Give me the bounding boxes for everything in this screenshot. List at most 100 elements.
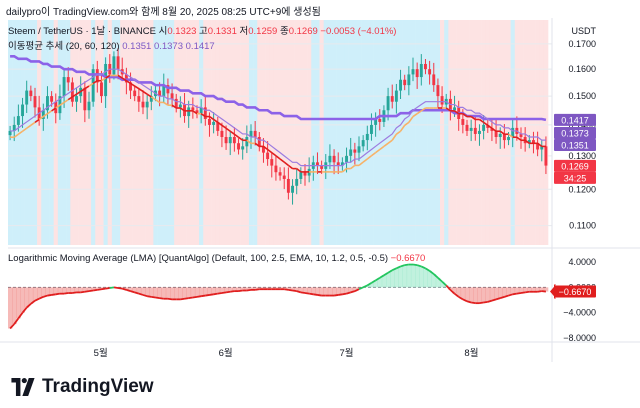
trend-zone xyxy=(327,20,333,245)
lma-line-segment xyxy=(433,273,439,279)
lma-bar xyxy=(78,287,84,293)
lma-bar xyxy=(460,287,466,300)
ma-short-segment xyxy=(233,133,240,138)
trend-zone xyxy=(153,20,158,245)
trend-zone xyxy=(456,20,462,245)
lma-line-segment xyxy=(300,291,306,294)
candle-body xyxy=(320,165,324,169)
lma-bar xyxy=(53,287,59,295)
lma-line-segment xyxy=(508,293,513,297)
lma-bar xyxy=(37,287,42,299)
trend-zone xyxy=(165,20,171,245)
lma-line-segment xyxy=(358,286,364,291)
ma-short-segment xyxy=(38,115,44,121)
ma-short-segment xyxy=(42,113,48,118)
lma-bar xyxy=(527,287,532,292)
trend-zone xyxy=(107,20,113,245)
candle-body xyxy=(411,69,415,75)
lma-line-segment xyxy=(379,274,385,279)
candle-body xyxy=(394,90,398,102)
trend-zone xyxy=(70,20,75,245)
lma-bar xyxy=(236,287,241,292)
trend-zone xyxy=(282,20,287,245)
lma-line-segment xyxy=(537,290,542,293)
lma-line-segment xyxy=(167,297,173,301)
lma-line-segment xyxy=(449,289,456,295)
lma-tick-label: 4.0000 xyxy=(568,257,596,267)
lma-bar xyxy=(70,287,75,294)
lma-bar xyxy=(253,287,258,290)
ma60-value: 0.1373 xyxy=(153,41,183,52)
candle-body xyxy=(162,85,166,97)
trend-zone xyxy=(99,20,104,245)
candle-body xyxy=(453,107,456,111)
candle-body xyxy=(527,140,531,144)
ma-short-segment xyxy=(524,139,530,144)
moving-averages xyxy=(10,55,547,173)
trend-zone xyxy=(199,20,204,245)
lma-bar xyxy=(140,287,146,295)
lma-bar xyxy=(32,287,38,301)
lma-line-segment xyxy=(63,292,69,295)
trend-zone xyxy=(298,20,304,245)
trend-zone xyxy=(53,20,59,245)
trend-zone xyxy=(336,20,341,245)
lma-line-segment xyxy=(26,303,32,309)
lma-bar xyxy=(120,287,125,289)
candle-body xyxy=(33,96,37,108)
lma-line-segment xyxy=(43,294,48,298)
trend-zone xyxy=(543,20,549,245)
trend-zone xyxy=(311,20,316,245)
lma-line-segment xyxy=(437,277,443,283)
lma-line-segment xyxy=(155,296,160,299)
lma-line-segment xyxy=(205,294,210,297)
lma-bar xyxy=(419,266,424,288)
trend-zone xyxy=(66,20,71,245)
symbol-label[interactable]: Steem / TetherUS · 1날 · BINANCE xyxy=(8,26,156,37)
date-tick-label: 5월 xyxy=(94,347,108,359)
candle-body xyxy=(187,107,191,117)
lma-line-segment xyxy=(375,277,381,282)
lma-line-segment xyxy=(38,296,44,300)
lma-bar xyxy=(20,287,25,313)
trend-zone xyxy=(140,20,146,245)
candle-body xyxy=(295,178,299,186)
lma-bar xyxy=(82,287,88,292)
candle-body xyxy=(75,96,78,102)
lma-bar xyxy=(332,287,337,296)
lma-bar xyxy=(41,287,46,297)
lma-bar xyxy=(448,287,453,290)
candle-body xyxy=(278,172,282,176)
candle-body xyxy=(390,96,394,102)
lma-bar xyxy=(215,287,221,294)
tradingview-brand[interactable]: TradingView xyxy=(8,376,154,398)
ma-short-segment xyxy=(121,77,127,82)
ma-short-segment xyxy=(470,115,476,121)
trend-zone xyxy=(352,20,358,245)
trend-zone xyxy=(302,20,308,245)
indicator-name[interactable]: Logarithmic Moving Average (LMA) [QuantA… xyxy=(8,253,389,264)
lma-line-segment xyxy=(117,287,123,290)
lma-bar xyxy=(28,287,34,304)
lma-line-segment xyxy=(209,293,214,296)
candle-body xyxy=(349,149,353,156)
lma-bar xyxy=(45,287,50,296)
ma-name[interactable]: 이동평균 추세 (20, 60, 120) xyxy=(8,41,120,52)
candle-body xyxy=(87,101,91,111)
ma-short-segment xyxy=(341,167,348,173)
lma-line-segment xyxy=(429,270,435,275)
ma-short-segment xyxy=(267,148,273,154)
price-tick-label: 0.1600 xyxy=(568,64,596,74)
trend-zone xyxy=(419,20,424,245)
candle-body xyxy=(345,155,348,163)
lma-bar xyxy=(352,287,358,292)
lma-line-segment xyxy=(499,295,505,299)
lma-bar xyxy=(12,287,17,325)
ma-short-segment xyxy=(134,85,140,90)
trend-zone xyxy=(174,20,179,245)
trend-zone xyxy=(136,20,142,245)
trend-zone xyxy=(78,20,84,245)
ma-short-segment xyxy=(254,142,260,148)
trend-zone xyxy=(402,20,408,245)
